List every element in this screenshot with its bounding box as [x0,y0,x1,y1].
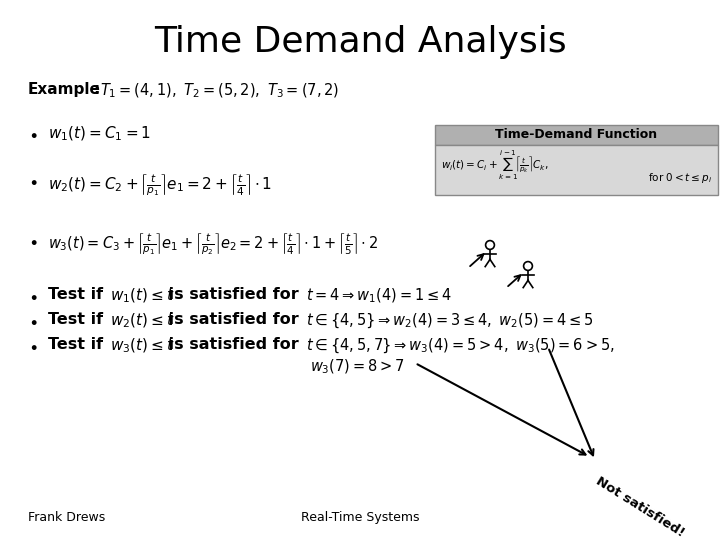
Text: Test if: Test if [48,287,109,302]
Text: $w_1(t) \leq t$: $w_1(t) \leq t$ [110,287,175,306]
Text: is satisfied for: is satisfied for [163,337,305,352]
Text: Time Demand Analysis: Time Demand Analysis [153,25,567,59]
Text: Real-Time Systems: Real-Time Systems [301,511,419,524]
Text: Frank Drews: Frank Drews [28,511,105,524]
Text: $w_3(t) \leq t$: $w_3(t) \leq t$ [110,337,175,355]
Text: $w_2(t) \leq t$: $w_2(t) \leq t$ [110,312,175,330]
Text: $\bullet$: $\bullet$ [28,172,37,190]
Bar [435,145,718,195]
Text: $w_3(t) = C_3 + \left\lceil\frac{t}{p_1}\right\rceil e_1 + \left\lceil\frac{t}{p: $w_3(t) = C_3 + \left\lceil\frac{t}{p_1}… [48,232,378,258]
Text: Test if: Test if [48,312,109,327]
Text: Not satisfied!: Not satisfied! [593,475,686,540]
Text: $\bullet$: $\bullet$ [28,287,37,305]
Text: Test if: Test if [48,337,109,352]
Text: is satisfied for: is satisfied for [163,287,305,302]
Text: $t \in \{4,5\} \Rightarrow w_2(4) = 3 \leq 4,\ w_2(5) = 4 \leq 5$: $t \in \{4,5\} \Rightarrow w_2(4) = 3 \l… [306,312,594,330]
Text: for $0 < t \leq p_i$: for $0 < t \leq p_i$ [648,171,712,185]
Text: $w_3(7) = 8 > 7$: $w_3(7) = 8 > 7$ [310,358,405,376]
Text: $t = 4 \Rightarrow w_1(4) = 1 \leq 4$: $t = 4 \Rightarrow w_1(4) = 1 \leq 4$ [306,287,452,306]
Text: $w_i(t) = C_i + \sum_{k=1}^{i-1}\!\left\lceil\frac{t}{p_k}\right\rceil C_k,$: $w_i(t) = C_i + \sum_{k=1}^{i-1}\!\left\… [441,148,549,181]
Text: $w_2(t) = C_2 + \left\lceil\frac{t}{p_1}\right\rceil e_1 = 2 + \left\lceil\frac{: $w_2(t) = C_2 + \left\lceil\frac{t}{p_1}… [48,172,272,198]
Text: $\bullet$: $\bullet$ [28,125,37,143]
Text: $w_1(t) = C_1 = 1$: $w_1(t) = C_1 = 1$ [48,125,151,144]
Text: is satisfied for: is satisfied for [163,312,305,327]
Text: Time-Demand Function: Time-Demand Function [495,129,657,141]
Bar [435,125,718,145]
Text: Example: Example [28,82,101,97]
Text: $t \in \{4,5,7\} \Rightarrow w_3(4) = 5 > 4,\ w_3(5) = 6 > 5,$: $t \in \{4,5,7\} \Rightarrow w_3(4) = 5 … [306,337,615,355]
Text: $T_1 = (4,1),\ T_2 = (5,2),\ T_3 = (7,2)$: $T_1 = (4,1),\ T_2 = (5,2),\ T_3 = (7,2)… [100,82,339,100]
Text: $\bullet$: $\bullet$ [28,337,37,355]
Text: :: : [93,82,99,97]
Text: $\bullet$: $\bullet$ [28,232,37,250]
Text: $\bullet$: $\bullet$ [28,312,37,330]
